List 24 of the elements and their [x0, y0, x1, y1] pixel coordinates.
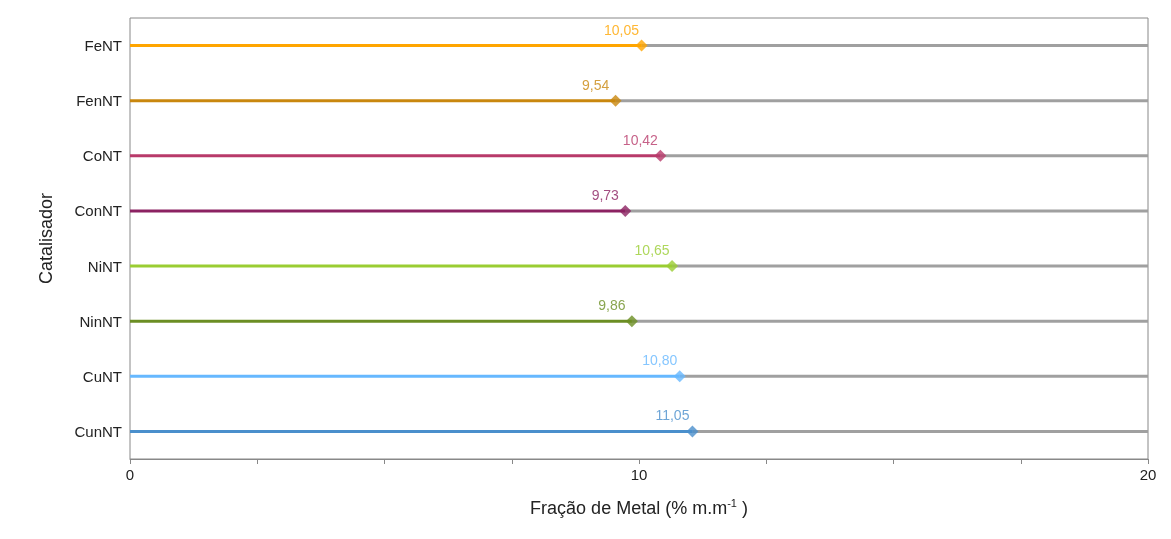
x-tick-label: 0 — [125, 466, 135, 483]
y-tick-label: NinNT — [79, 312, 122, 330]
y-tick-label: CunNT — [74, 422, 122, 440]
y-tick-label: NiNT — [87, 257, 122, 275]
point — [609, 94, 622, 107]
x-tick-label: 10 — [630, 466, 648, 483]
data-label: 10,65 — [634, 242, 670, 259]
y-tick-label: CoNT — [82, 147, 122, 165]
data-label: 9,86 — [598, 297, 626, 314]
y-tick-label: CuNT — [82, 367, 122, 385]
data-label: 10,05 — [604, 21, 640, 38]
point — [619, 204, 632, 217]
y-tick-label: FenNT — [76, 92, 122, 110]
x-tick-label: 20 — [1139, 466, 1157, 483]
data-label: 9,54 — [581, 76, 610, 93]
y-tick-label: ConNT — [74, 202, 122, 220]
data-label: 10,80 — [642, 352, 678, 369]
data-label: 11,05 — [655, 407, 690, 424]
data-label: 10,42 — [622, 131, 659, 148]
y-axis-title: Catalisador — [36, 192, 56, 285]
y-tick-label: FeNT — [84, 37, 122, 55]
point — [654, 149, 667, 162]
data-label: 9,73 — [591, 186, 620, 203]
point — [666, 260, 679, 273]
